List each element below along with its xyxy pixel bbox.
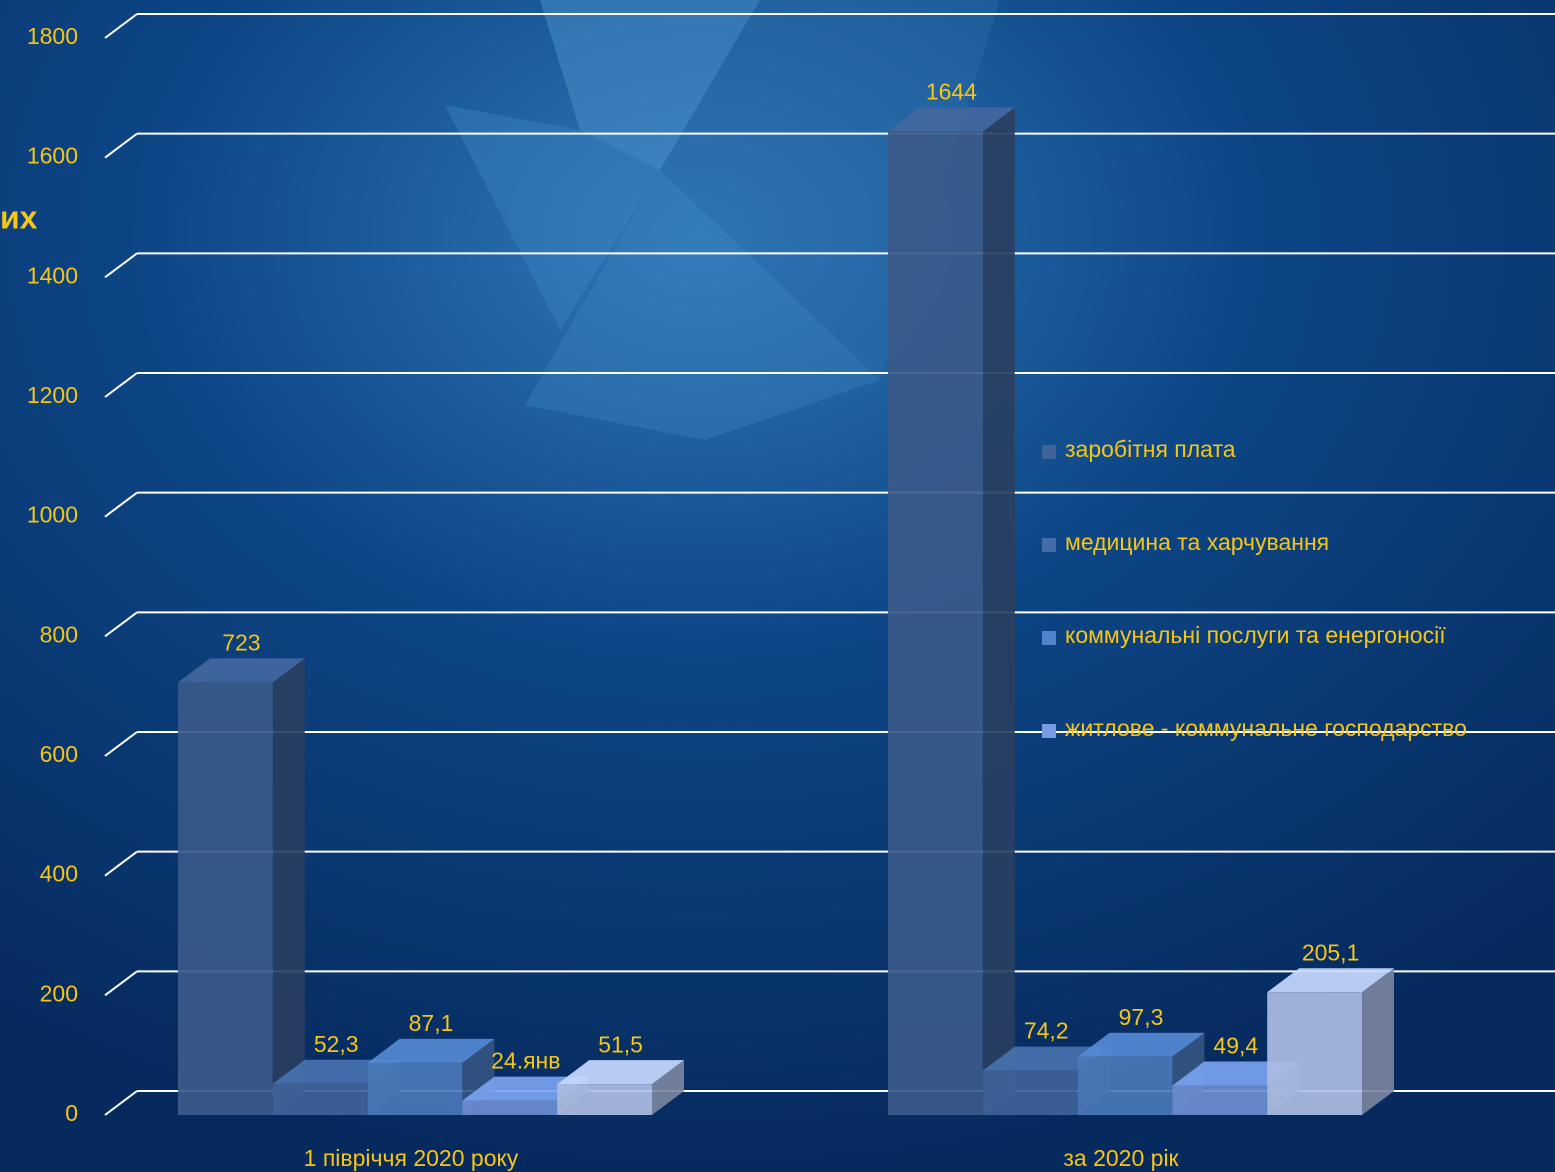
grid-line-slant xyxy=(104,491,138,518)
legend-swatch xyxy=(1042,538,1056,552)
bar-side xyxy=(1362,968,1394,1115)
bar xyxy=(557,1084,652,1115)
bar-side xyxy=(982,107,1015,1116)
grid-line-slant xyxy=(104,611,138,638)
bar xyxy=(1077,1056,1173,1115)
legend-swatch xyxy=(1042,631,1056,645)
y-tick-label: 800 xyxy=(40,621,78,647)
bar-top xyxy=(1077,1032,1205,1057)
legend-label: заробітня плата xyxy=(1065,436,1236,462)
bar-side xyxy=(272,658,305,1115)
bar xyxy=(178,682,273,1115)
grid-line-slant xyxy=(104,1090,138,1116)
title: их xyxy=(0,199,38,235)
legend-swatch xyxy=(1042,445,1056,459)
value-label: 723 xyxy=(222,629,260,655)
grid-line-slant xyxy=(104,731,138,757)
legend-label: медицина та харчування xyxy=(1065,529,1329,555)
legend-label: житлове - коммунальне господарство xyxy=(1065,715,1467,741)
grid-line-slant xyxy=(104,372,138,398)
bar-top xyxy=(178,658,305,683)
y-tick-label: 1000 xyxy=(27,502,78,528)
value-label: 97,3 xyxy=(1119,1004,1164,1030)
value-label: 205,1 xyxy=(1302,939,1360,965)
legend-swatch xyxy=(1042,724,1056,738)
y-tick-label: 600 xyxy=(40,741,78,767)
decor xyxy=(540,0,760,170)
y-tick-label: 1200 xyxy=(27,382,78,408)
value-label: 49,4 xyxy=(1213,1033,1258,1059)
value-label: 51,5 xyxy=(598,1031,643,1057)
bar-top xyxy=(367,1038,495,1063)
y-tick-label: 0 xyxy=(65,1100,78,1126)
bar-top xyxy=(1267,968,1394,993)
y-tick-label: 1600 xyxy=(27,143,78,169)
bar xyxy=(462,1100,558,1115)
y-tick-label: 200 xyxy=(40,980,78,1006)
grid-line-slant xyxy=(104,850,138,877)
bar xyxy=(888,131,983,1116)
value-label: 74,2 xyxy=(1024,1018,1069,1044)
value-label: 24.янв xyxy=(491,1048,560,1074)
bar-side xyxy=(652,1060,684,1115)
value-label: 1644 xyxy=(926,78,977,104)
grid-line-slant xyxy=(104,252,138,279)
bar xyxy=(1267,992,1362,1115)
y-tick-label: 400 xyxy=(40,861,78,887)
value-label: 52,3 xyxy=(314,1031,359,1057)
grid-line-slant xyxy=(104,970,138,997)
y-tick-label: 1400 xyxy=(27,262,78,288)
bar-top xyxy=(557,1060,684,1085)
bar xyxy=(1172,1085,1268,1115)
bar xyxy=(982,1070,1078,1115)
grid-line-slant xyxy=(104,132,138,159)
value-label: 87,1 xyxy=(409,1010,454,1036)
decor xyxy=(445,105,660,330)
x-tick-label: 1 півріччя 2020 року xyxy=(304,1145,519,1171)
bar xyxy=(272,1083,368,1115)
legend-label: коммунальні послуги та енергоносії xyxy=(1065,622,1446,648)
decor xyxy=(660,0,1000,380)
x-tick-label: за 2020 рік xyxy=(1063,1145,1179,1171)
y-tick-label: 1800 xyxy=(27,23,78,49)
bar-top xyxy=(888,107,1015,132)
grid-line-slant xyxy=(104,13,138,39)
bar xyxy=(367,1062,463,1115)
